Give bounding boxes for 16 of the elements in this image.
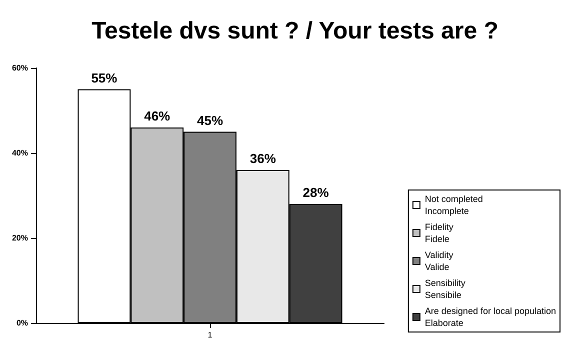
y-tick-label: 20% bbox=[12, 234, 28, 242]
y-tick-label: 0% bbox=[16, 318, 28, 328]
x-tick-label: 1 bbox=[208, 330, 213, 340]
legend-label: Not completed Incomplete bbox=[424, 194, 483, 216]
data-label: 46% bbox=[144, 108, 171, 124]
data-label: 28% bbox=[302, 185, 330, 200]
legend-label: Are designed for local population Elaborate bbox=[424, 306, 556, 328]
y-tick-label: 60% bbox=[12, 64, 28, 72]
legend-label: Sensibility Sensibile bbox=[424, 278, 466, 300]
data-label: 36% bbox=[250, 151, 276, 166]
legend-label: Fidelity Fidele bbox=[424, 222, 454, 244]
legend-label: Validity Valide bbox=[424, 250, 454, 272]
chart-title: Testele dvs sunt ? / Your tests are ? bbox=[92, 18, 498, 44]
data-label: 55% bbox=[91, 70, 118, 86]
y-tick-label: 40% bbox=[12, 148, 28, 158]
data-label: 45% bbox=[196, 112, 224, 128]
